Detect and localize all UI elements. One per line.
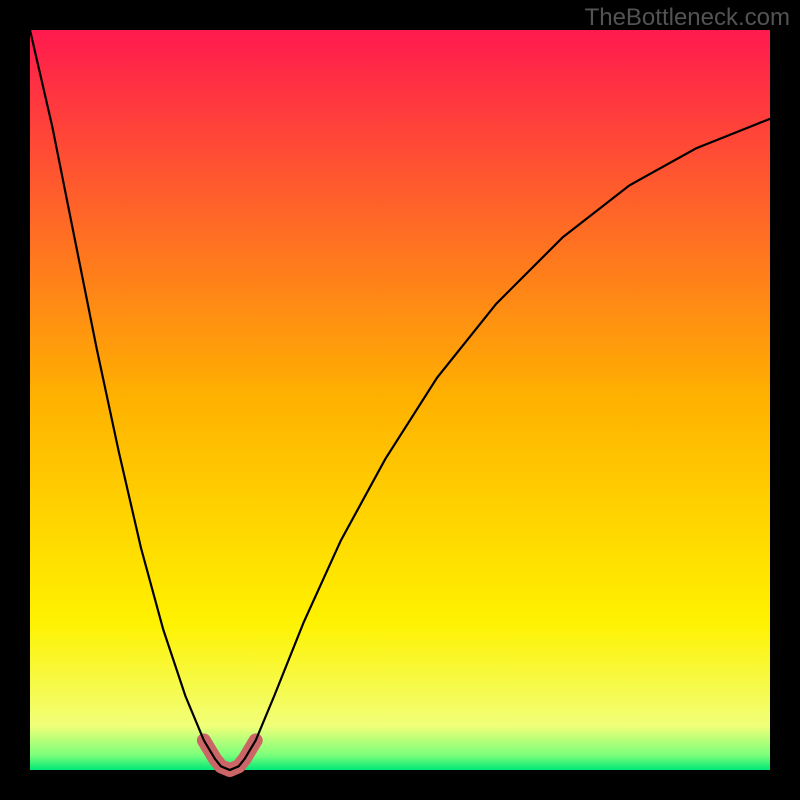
bottleneck-curve (30, 30, 770, 770)
chart-svg (0, 0, 800, 800)
chart-frame: TheBottleneck.com (0, 0, 800, 800)
watermark-text: TheBottleneck.com (585, 4, 790, 32)
